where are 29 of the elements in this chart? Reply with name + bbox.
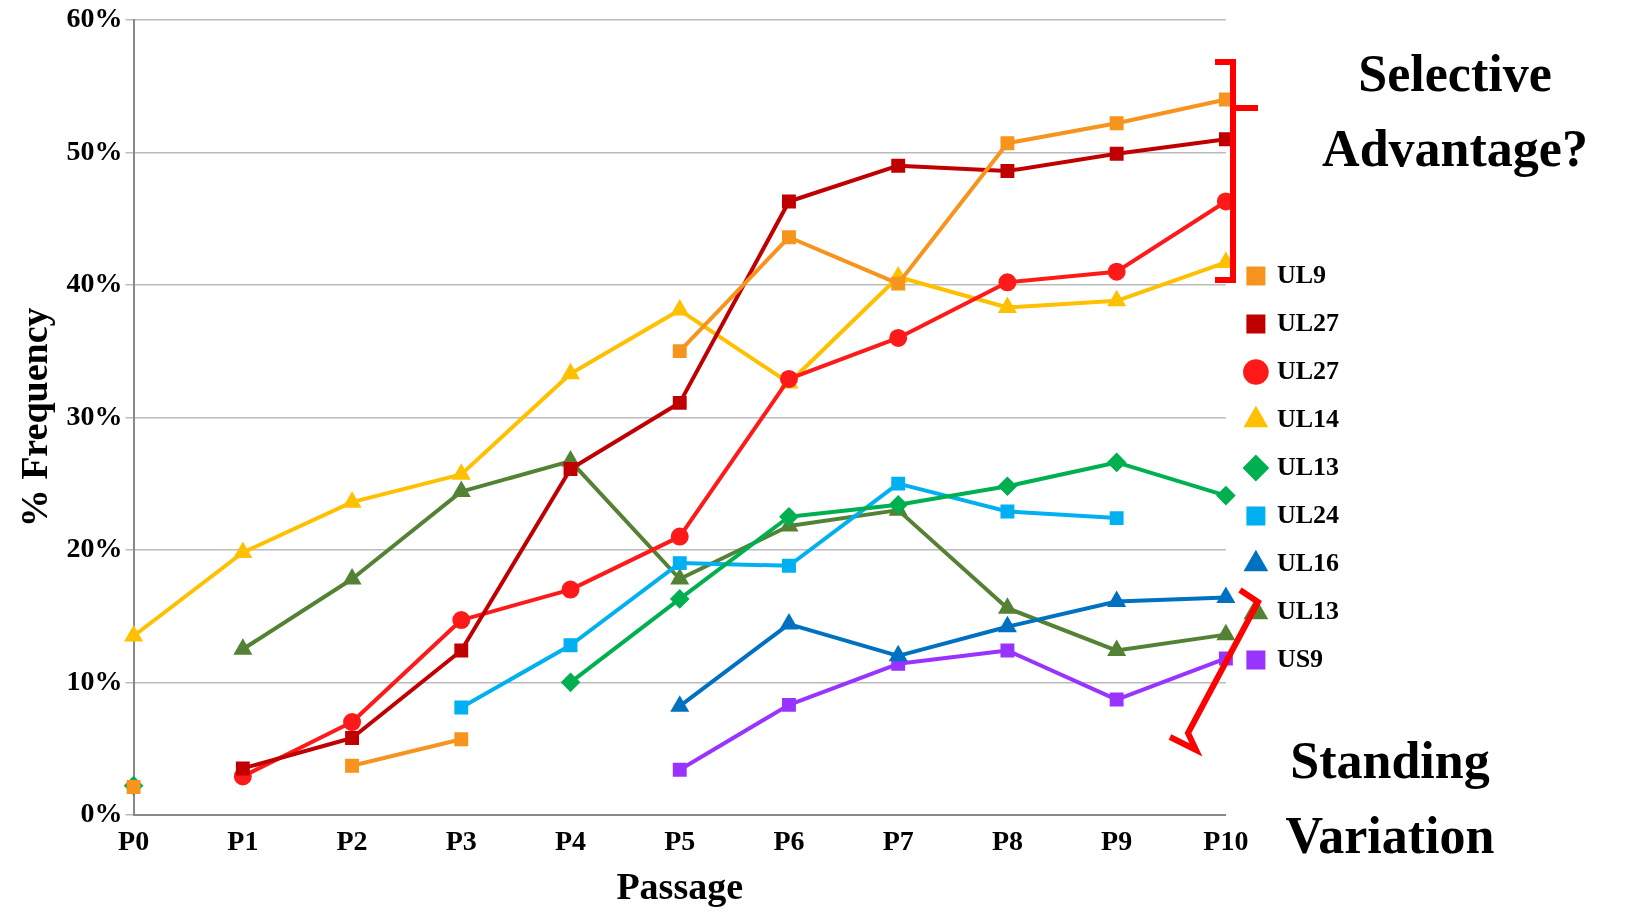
legend-label: UL16 [1276,547,1340,577]
text: Selective Advantage? [1322,45,1588,178]
legend-label: UL27 [1276,307,1340,337]
legend-label: US9 [1276,643,1324,673]
x-tick-label: P7 [882,824,914,856]
y-tick-label: 40% [66,267,123,299]
legend-label: UL9 [1276,259,1327,289]
x-tick-label: P4 [554,824,587,856]
legend-label: UL27 [1276,355,1340,385]
x-tick-label: P8 [991,824,1023,856]
text: Standing Variation [1285,732,1495,865]
y-tick-label: 10% [66,664,123,696]
x-tick-label: P9 [1101,824,1133,856]
x-tick-label: P2 [336,824,368,856]
y-axis-title: % Frequency [12,307,55,528]
y-tick-label: 60% [66,2,123,34]
x-tick-label: P5 [664,824,696,856]
y-tick-label: 50% [66,134,123,166]
x-axis-title: Passage [616,865,744,908]
x-tick-label: P10 [1203,824,1249,856]
x-tick-label: P6 [773,824,805,856]
x-tick-label: P1 [227,824,259,856]
legend-label: UL13 [1276,595,1340,625]
y-tick-label: 30% [66,399,123,431]
legend-label: UL13 [1276,451,1340,481]
legend-label: UL24 [1276,499,1340,529]
legend-label: UL14 [1276,403,1340,433]
y-tick-label: 20% [66,532,123,564]
x-tick-label: P3 [445,824,477,856]
